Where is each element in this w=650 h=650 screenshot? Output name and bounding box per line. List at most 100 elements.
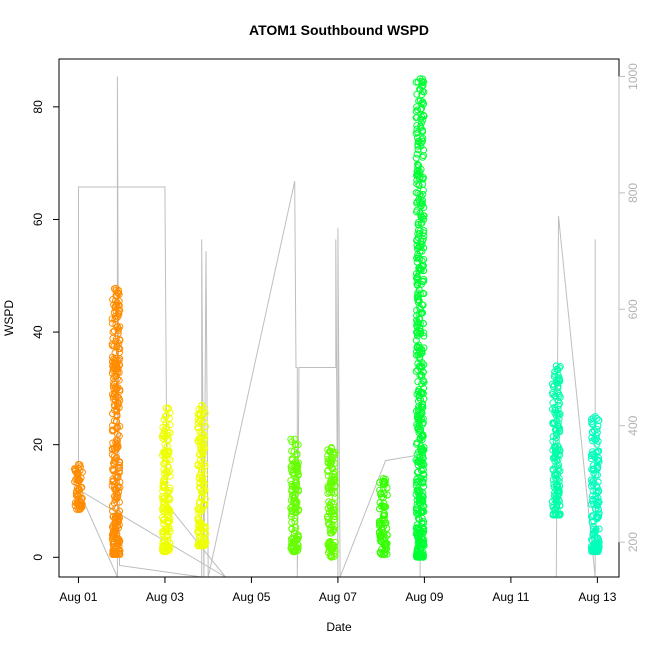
right-tick-label: 200 (626, 532, 640, 552)
data-point (419, 75, 426, 83)
x-axis: Aug 01 Aug 03 Aug 05 Aug 07 Aug 09 Aug 11 Aug … (59, 577, 617, 604)
data-point (110, 379, 118, 387)
data-point (113, 343, 121, 350)
data-point (592, 525, 600, 533)
data-point (416, 453, 424, 461)
data-point (412, 129, 420, 137)
data-point (419, 175, 427, 183)
data-point (287, 463, 295, 471)
data-point (113, 298, 121, 306)
data-point (416, 229, 424, 237)
data-point (376, 522, 384, 529)
data-point (293, 450, 301, 458)
data-point (109, 427, 117, 435)
data-point (292, 440, 300, 448)
data-point (109, 366, 117, 374)
data-point (414, 289, 422, 297)
data-point (165, 524, 173, 532)
data-point (160, 450, 168, 458)
data-point (195, 506, 203, 514)
data-point (416, 553, 424, 561)
data-point (587, 476, 595, 484)
data-point (116, 464, 124, 472)
data-point (419, 389, 426, 396)
data-point (417, 124, 425, 132)
data-point (166, 409, 174, 417)
data-point (417, 396, 424, 404)
data-point (202, 538, 210, 546)
data-point (330, 470, 338, 478)
data-point (328, 545, 335, 553)
data-point (198, 542, 206, 550)
data-point (552, 511, 560, 519)
data-point (324, 489, 332, 497)
data-point (554, 462, 561, 470)
data-point (418, 82, 426, 90)
data-point (78, 494, 86, 502)
data-point (418, 359, 426, 367)
data-point (287, 513, 295, 520)
data-point (414, 189, 422, 197)
data-point (416, 75, 424, 83)
data-point (379, 475, 387, 482)
data-point (594, 456, 602, 464)
gray-series-line (77, 76, 596, 578)
data-point (414, 547, 422, 554)
data-point (326, 448, 333, 455)
data-point (413, 242, 421, 249)
data-point (288, 508, 296, 516)
data-point (419, 186, 427, 194)
data-point (418, 380, 426, 388)
data-points-layer (71, 75, 603, 561)
data-point (292, 509, 300, 516)
y-tick-label: 20 (31, 438, 45, 452)
data-point (113, 412, 121, 420)
data-point (418, 349, 426, 356)
data-point (72, 489, 80, 497)
data-point (291, 548, 299, 556)
data-point (199, 478, 207, 486)
data-point (553, 410, 561, 417)
data-point (108, 358, 116, 366)
data-point (595, 509, 603, 517)
data-point (196, 417, 204, 425)
data-point (413, 254, 421, 262)
data-point (379, 551, 387, 558)
data-point (419, 419, 427, 427)
data-point (417, 139, 425, 147)
data-point (412, 504, 420, 512)
data-point (595, 506, 603, 513)
data-point (413, 280, 421, 288)
data-point (114, 484, 122, 492)
data-point (416, 86, 424, 94)
data-point (556, 393, 564, 401)
data-point (198, 435, 205, 443)
data-point (113, 440, 121, 448)
data-point (591, 534, 599, 542)
data-point (417, 238, 425, 245)
data-point (325, 508, 333, 516)
data-point (198, 466, 206, 474)
data-point (413, 150, 421, 158)
data-point (412, 482, 420, 490)
y-tick-label: 40 (31, 325, 45, 339)
data-point (112, 307, 120, 315)
data-point (416, 303, 424, 311)
y-axis-label: WSPD (2, 300, 16, 336)
data-point (591, 548, 599, 556)
data-point (290, 495, 298, 502)
data-point (589, 437, 597, 445)
data-point (552, 362, 560, 370)
data-point (420, 112, 428, 120)
data-point (160, 516, 168, 524)
data-point (594, 478, 602, 486)
plot-frame (58, 58, 620, 578)
data-point (591, 413, 599, 420)
data-point (549, 389, 556, 397)
data-point (414, 412, 422, 420)
data-point (294, 441, 302, 449)
data-point (413, 478, 421, 486)
data-point (590, 469, 598, 477)
data-point (162, 404, 170, 412)
